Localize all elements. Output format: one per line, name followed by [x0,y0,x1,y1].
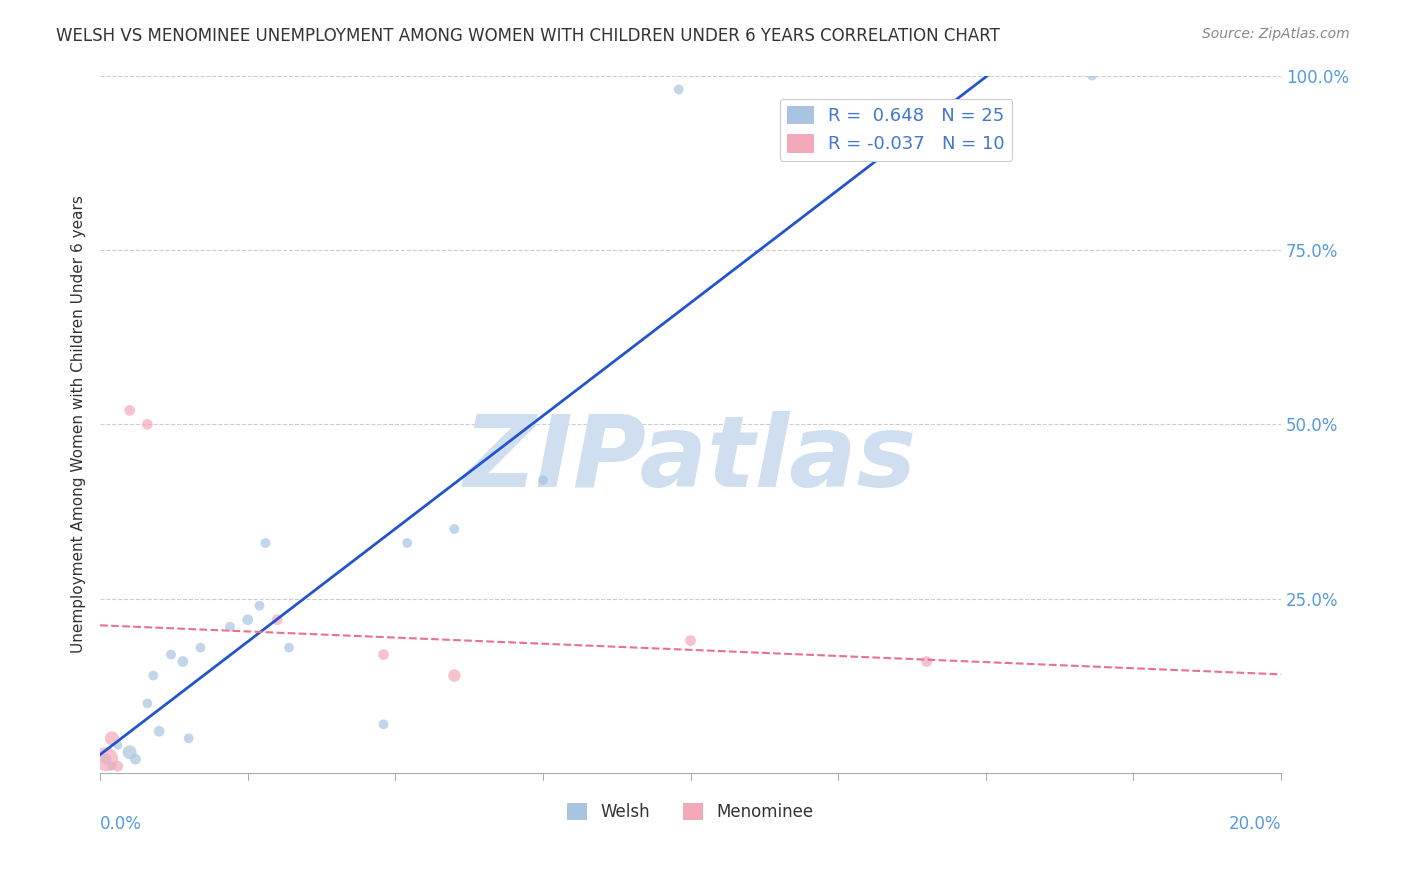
Text: 0.0%: 0.0% [100,815,142,833]
Welsh [136,697,159,711]
Welsh [118,745,141,759]
Menominee [443,668,465,682]
Welsh [443,522,465,536]
Welsh [148,724,170,739]
Welsh [249,599,271,613]
Welsh [107,739,129,753]
Welsh [373,717,395,731]
Welsh [190,640,212,655]
Welsh [254,536,277,550]
Welsh [531,473,554,487]
Welsh [172,655,194,669]
Welsh [236,613,259,627]
Welsh [101,759,124,773]
Menominee [915,655,938,669]
Menominee [266,613,288,627]
Menominee [373,648,395,662]
Welsh [803,124,825,138]
Menominee [118,403,141,417]
Menominee [101,731,124,746]
Welsh [668,82,690,96]
Text: ZIPatlas: ZIPatlas [464,410,917,508]
Menominee [94,752,117,766]
Welsh [124,752,146,766]
Text: WELSH VS MENOMINEE UNEMPLOYMENT AMONG WOMEN WITH CHILDREN UNDER 6 YEARS CORRELAT: WELSH VS MENOMINEE UNEMPLOYMENT AMONG WO… [56,27,1000,45]
Menominee [107,759,129,773]
Menominee [679,633,702,648]
Welsh [278,640,301,655]
Welsh [142,668,165,682]
Y-axis label: Unemployment Among Women with Children Under 6 years: Unemployment Among Women with Children U… [72,195,86,653]
Legend: Welsh, Menominee: Welsh, Menominee [561,797,821,828]
Welsh [94,752,117,766]
Welsh [177,731,200,746]
Text: Source: ZipAtlas.com: Source: ZipAtlas.com [1202,27,1350,41]
Menominee [136,417,159,432]
Welsh [160,648,183,662]
Welsh [219,620,242,634]
Text: 20.0%: 20.0% [1229,815,1281,833]
Welsh [1081,69,1104,83]
Welsh [963,103,986,118]
Welsh [396,536,419,550]
